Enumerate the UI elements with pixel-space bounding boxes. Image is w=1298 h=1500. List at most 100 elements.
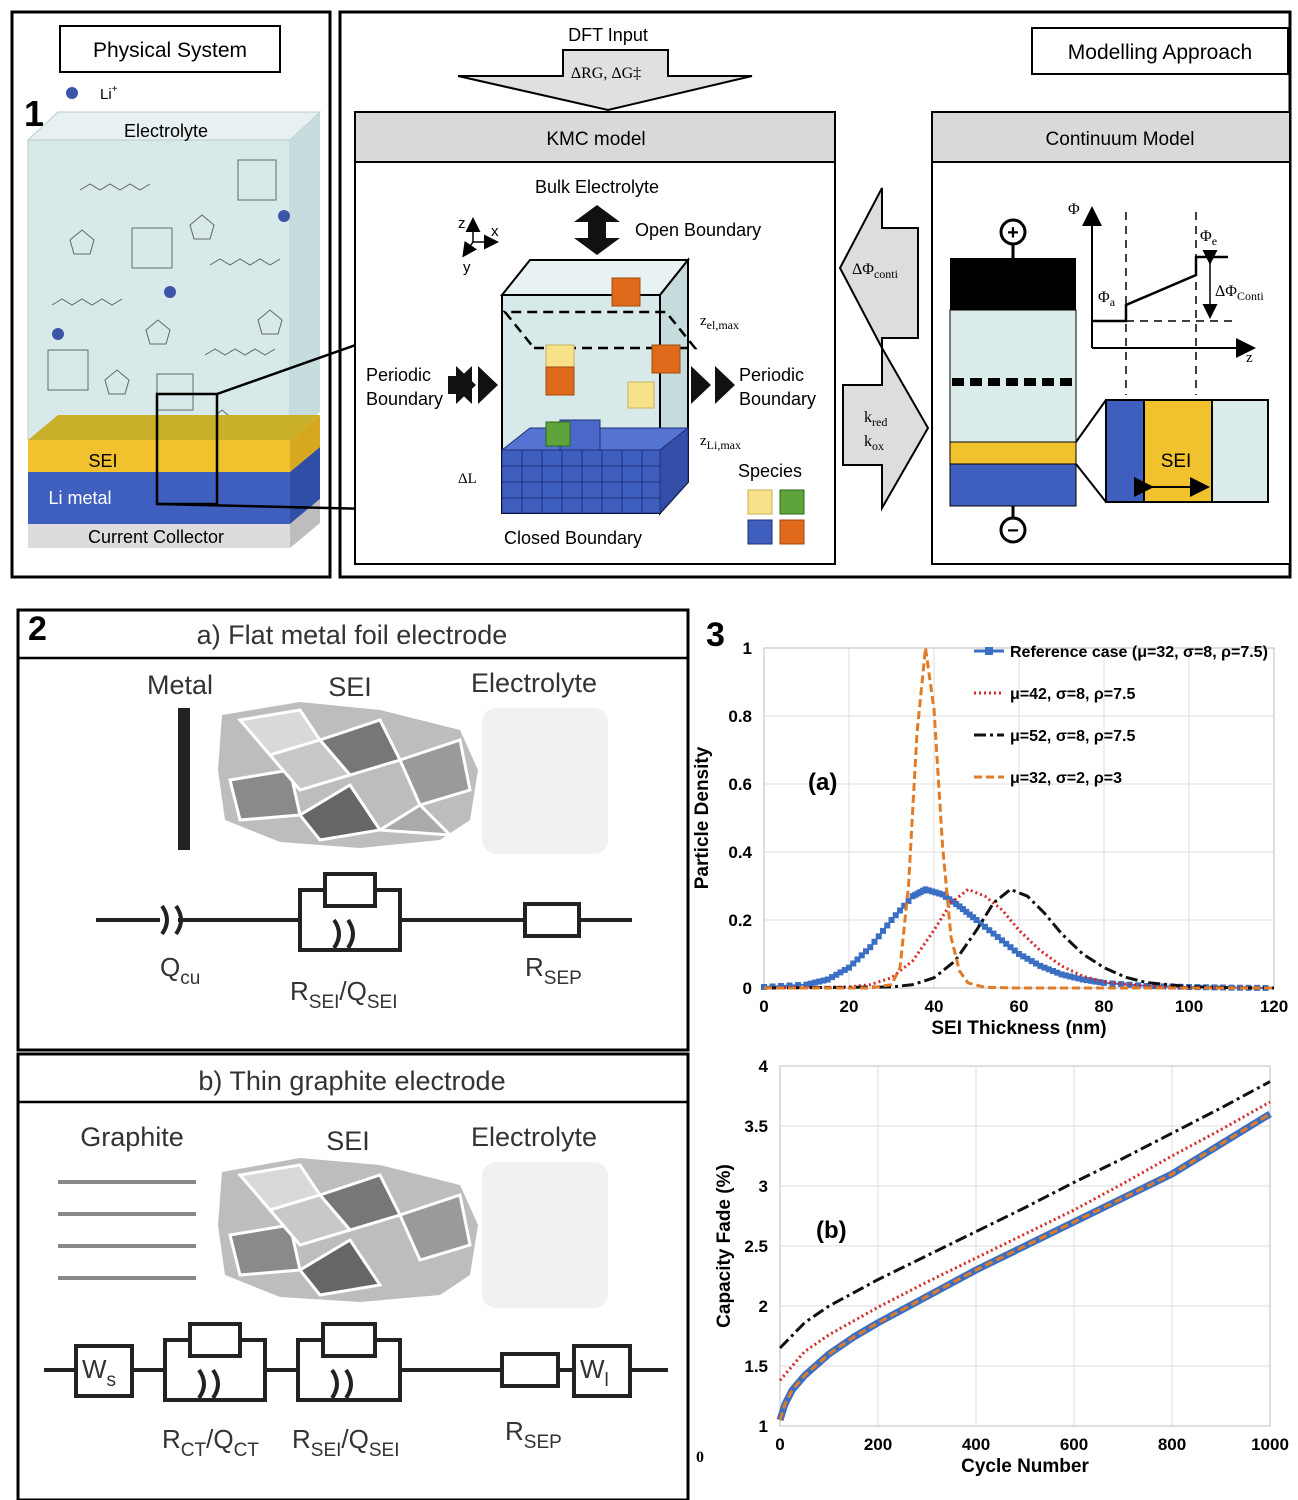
series-marker [1075,975,1082,982]
periodic-left-1: Periodic [366,365,431,385]
y-tick-label: 2 [759,1297,768,1316]
series-marker [1092,978,1099,985]
sei-mosaic-a [218,702,478,848]
chart-capacity-fade: 1 1.5 2 2.5 3 3.5 4 0 200 400 600 800 1000 Cycle Numb… [714,1057,1289,1477]
chart-particle-density: 0 0.2 0.4 0.6 0.8 1 0 20 40 60 80 100 120 SEI Thickne… [692,639,1288,1039]
y-tick-label: 1 [743,639,752,658]
delta-l-label: ΔL [458,471,477,487]
legend-marker [985,647,993,655]
series-marker [936,890,943,897]
series-marker [905,897,912,904]
orange-species-2 [611,277,641,307]
series-marker [922,886,929,893]
series-marker [1011,947,1018,954]
series-marker [1003,940,1010,947]
series-marker [956,903,963,910]
svg-text:−: − [1007,520,1019,542]
series-marker [858,952,865,959]
series-marker [897,907,903,914]
series-marker [875,933,882,940]
legend-label: μ=32, σ=2, ρ=3 [1010,770,1122,787]
series-marker [807,980,814,987]
series-marker [1160,983,1167,990]
anode-block [949,463,1077,507]
series-marker [824,976,831,983]
green-species [545,421,571,447]
electrolyte-box-b [482,1162,608,1308]
series-marker [1054,969,1061,976]
zoom-electrolyte [1211,399,1269,503]
series-marker [1028,958,1035,965]
li-label: Li+ [100,84,118,103]
series-marker [1084,977,1090,984]
dft-arrow [457,49,753,112]
legend-label: μ=52, σ=8, ρ=7.5 [1010,728,1135,745]
physical-system-title: Physical System [93,39,247,62]
circuit-b [44,1322,668,1402]
series-marker [977,920,984,927]
series-marker [841,966,848,973]
x-axis-label: Cycle Number [961,1456,1089,1477]
x-axis-label: SEI Thickness (nm) [931,1018,1106,1039]
series-marker [786,982,793,989]
series-marker [953,901,960,908]
phi-e-label: Φe [1200,228,1217,248]
graphite-label: Graphite [80,1122,184,1152]
electrolyte-column [949,309,1077,443]
series-marker [1041,964,1048,971]
series-marker [1037,962,1044,969]
series-marker [925,887,932,894]
x-tick-label: 200 [864,1435,892,1454]
series-marker [1062,972,1069,979]
physical-system-title-box [59,25,281,73]
electrolyte-box-a [482,708,608,854]
x-tick-label: 20 [840,997,859,1016]
series-marker [1067,973,1073,980]
li-metal-label: Li metal [48,488,111,508]
physical-system-frame [10,10,332,579]
series-marker [966,911,973,918]
q-cu-label: Qcu [160,952,200,989]
series-marker [1071,974,1078,981]
panel-number-2: 2 [28,610,47,648]
panel-number-1: 1 [24,93,44,134]
series-marker [880,927,886,934]
potential-profile [1092,255,1228,323]
zoom-anode [1105,399,1145,503]
rsep-label-a: RSEP [525,952,582,989]
panel-2b-frame [16,1052,690,1500]
y-tick-label: 0.8 [728,707,752,726]
kmc-title: KMC model [546,129,645,150]
y-tick-label: 4 [759,1057,769,1076]
x-tick-label: 100 [1175,997,1203,1016]
axis-y-label: y [463,259,471,276]
kmc-header [354,111,836,163]
y-tick-label: 2.5 [744,1237,768,1256]
series-marker [1016,951,1022,957]
rate-arrow [842,344,930,512]
x-tick-label: 0 [759,997,768,1016]
y-tick-label: 0.6 [728,775,752,794]
z-li-max-label: zLi,max [700,433,741,452]
periodic-right-2: Boundary [739,389,816,409]
series-marker [970,914,977,921]
series-marker [1058,971,1065,978]
closed-boundary-label: Closed Boundary [504,528,642,548]
series-marker [1050,968,1056,974]
series-marker [942,893,949,900]
series-marker [901,902,908,909]
sei-layer [28,440,290,472]
kmc-cube-top [499,259,691,296]
electrolyte-label-b: Electrolyte [471,1122,597,1152]
series-marker [949,898,956,905]
electrolyte-label: Electrolyte [124,121,208,141]
sei-strip [949,441,1077,465]
species-legend [747,489,805,545]
species-label: Species [738,461,802,481]
series-marker [833,971,840,978]
series-marker [963,908,970,915]
z-axis-label: z [1246,350,1253,366]
y-tick-label: 1 [759,1417,768,1436]
series-marker [863,948,869,955]
panel-1: Physical System 1 Li+ Electrolyte SEI Li… [10,10,1292,579]
